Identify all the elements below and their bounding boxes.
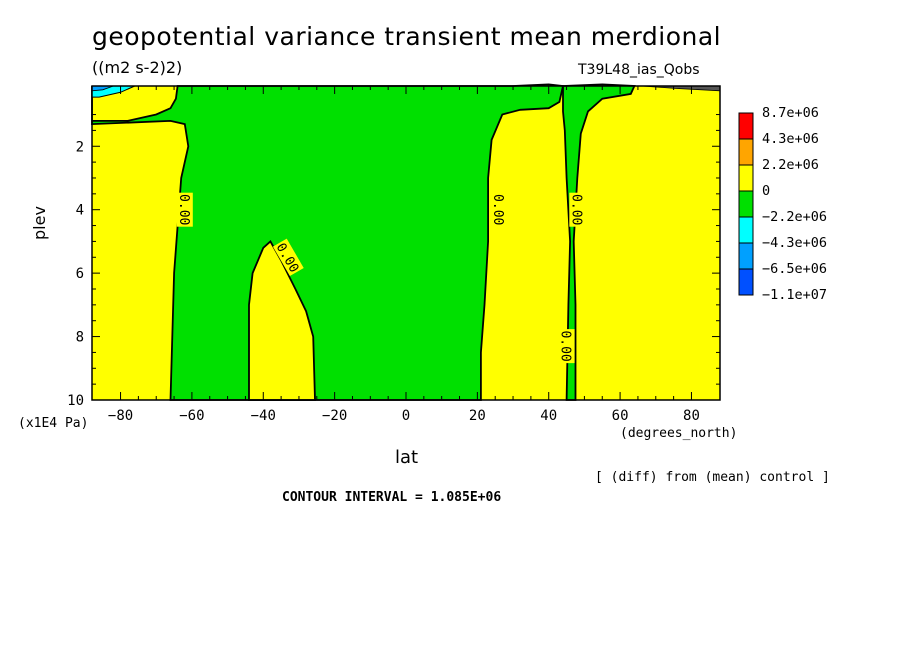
contour-label-2: 0.00 xyxy=(490,192,507,227)
colorbar-label: 4.3e+06 xyxy=(762,131,819,147)
colorbar-label: −4.3e+06 xyxy=(762,235,827,251)
x-tick-label: −20 xyxy=(322,408,347,424)
colorbar-label: −1.1e+07 xyxy=(762,287,827,303)
y-tick-label: 2 xyxy=(76,139,84,155)
colorbar-swatch xyxy=(738,138,754,166)
colorbar-label: 0 xyxy=(762,183,770,199)
y-tick-label: 4 xyxy=(76,203,84,219)
contour-label-text: 0.00 xyxy=(568,194,583,225)
x-tick-label: −40 xyxy=(251,408,276,424)
y-tick-label: 10 xyxy=(67,393,84,409)
contour-label-bg xyxy=(272,238,304,277)
region-green-north xyxy=(562,83,636,401)
x-tick-label: 80 xyxy=(683,408,700,424)
x-tick-label: −80 xyxy=(108,408,133,424)
colorbar-swatch xyxy=(738,242,754,270)
contour-label-text: 0.00 xyxy=(558,330,573,361)
colorbar-swatch xyxy=(738,190,754,218)
colorbar-swatch xyxy=(738,112,754,140)
contour-label-text: 0.00 xyxy=(490,194,505,225)
colorbar-swatch xyxy=(738,268,754,296)
x-tick-label: 20 xyxy=(469,408,486,424)
contour-label-bg xyxy=(490,192,507,227)
x-tick-label: 40 xyxy=(540,408,557,424)
chart-title: geopotential variance transient mean mer… xyxy=(92,22,722,51)
x-axis-label: lat xyxy=(395,447,419,468)
y-axis-unit: (x1E4 Pa) xyxy=(18,416,89,431)
chart-units: ((m2 s-2)2) xyxy=(92,58,183,77)
y-tick-label: 6 xyxy=(76,266,84,282)
colorbar-label: −6.5e+06 xyxy=(762,261,827,277)
x-axis-unit: (degrees_north) xyxy=(620,426,738,441)
contour-interval: CONTOUR INTERVAL = 1.085E+06 xyxy=(282,490,502,505)
contour-label-bg xyxy=(558,329,575,364)
x-tick-label: −60 xyxy=(179,408,204,424)
contour-label-bg xyxy=(176,192,193,227)
colorbar-label: 8.7e+06 xyxy=(762,105,819,121)
contour-label-bg xyxy=(569,192,586,227)
contour-label-0: 0.00 xyxy=(176,192,193,227)
colorbar-label: 2.2e+06 xyxy=(762,157,819,173)
contour-label-text: 0.00 xyxy=(176,194,191,225)
x-tick-label: 0 xyxy=(402,408,410,424)
run-name: T39L48_ias_Qobs xyxy=(578,62,700,78)
contour-label-3: 0.00 xyxy=(568,192,586,227)
y-tick-label: 8 xyxy=(76,330,84,346)
x-tick-label: 60 xyxy=(612,408,629,424)
colorbar-swatch xyxy=(738,164,754,192)
diff-note: [ (diff) from (mean) control ] xyxy=(595,470,830,485)
colorbar-label: −2.2e+06 xyxy=(762,209,827,225)
colorbar-swatch xyxy=(738,216,754,244)
contour-label-4: 0.00 xyxy=(558,329,575,364)
